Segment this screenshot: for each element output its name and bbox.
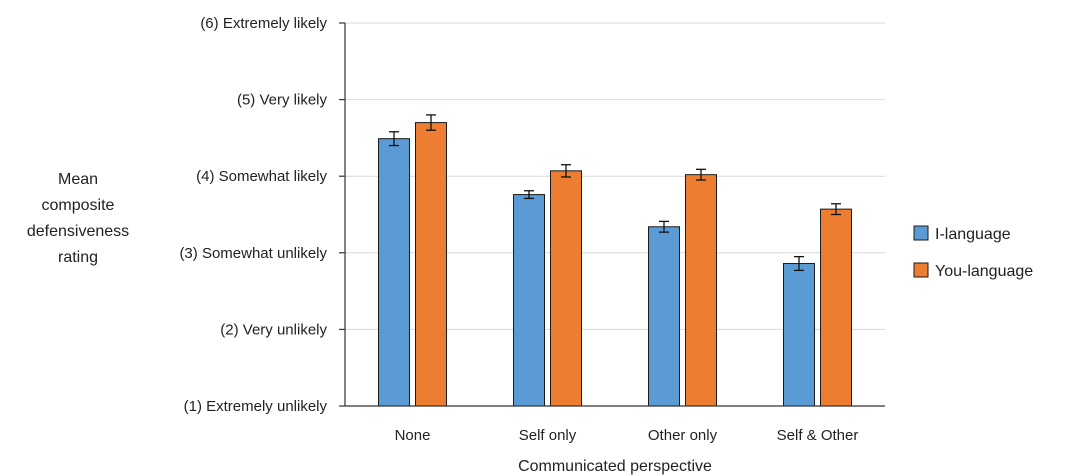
x-tick-label: Self & Other	[777, 427, 859, 444]
bar-you-language-3	[820, 208, 852, 407]
y-tick-label: (1) Extremely unlikely	[184, 398, 328, 415]
legend-label: I-language	[935, 226, 1011, 243]
bar-you-language-2	[685, 174, 717, 407]
bar-you-language-0	[415, 122, 447, 407]
y-axis-ticks: (6) Extremely likely (5) Very likely (4) S…	[179, 15, 345, 415]
y-tick-label: (5) Very likely	[237, 92, 328, 109]
y-tick-label: (6) Extremely likely	[200, 15, 327, 32]
bars	[378, 122, 852, 407]
y-tick-label: (2) Very unlikely	[220, 321, 327, 338]
bar-i-language-2	[648, 226, 680, 407]
bar-you-language-1	[550, 170, 582, 407]
bar-i-language-1	[513, 194, 545, 407]
y-tick-label: (4) Somewhat likely	[196, 168, 327, 185]
y-tick-label: (3) Somewhat unlikely	[179, 245, 327, 262]
y-axis-title-line: composite	[42, 197, 115, 214]
legend: I-language You-language	[913, 225, 1033, 280]
legend-label: You-language	[935, 263, 1033, 280]
y-axis-title-line: rating	[58, 249, 98, 266]
bar-i-language-0	[378, 138, 410, 407]
y-axis-title-line: defensiveness	[27, 223, 129, 240]
x-axis-title: Communicated perspective	[518, 458, 712, 475]
x-tick-label: Self only	[519, 427, 577, 444]
bar-i-language-3	[783, 263, 815, 407]
x-tick-label: Other only	[648, 427, 718, 444]
y-axis-title-line: Mean	[58, 171, 98, 188]
y-axis-title: Mean composite defensiveness rating	[27, 171, 129, 266]
x-axis-ticks: None Self only Other only Self & Other	[395, 427, 859, 444]
legend-swatch	[913, 225, 929, 241]
x-tick-label: None	[395, 427, 431, 444]
error-bars	[389, 114, 841, 272]
legend-swatch	[913, 262, 929, 278]
